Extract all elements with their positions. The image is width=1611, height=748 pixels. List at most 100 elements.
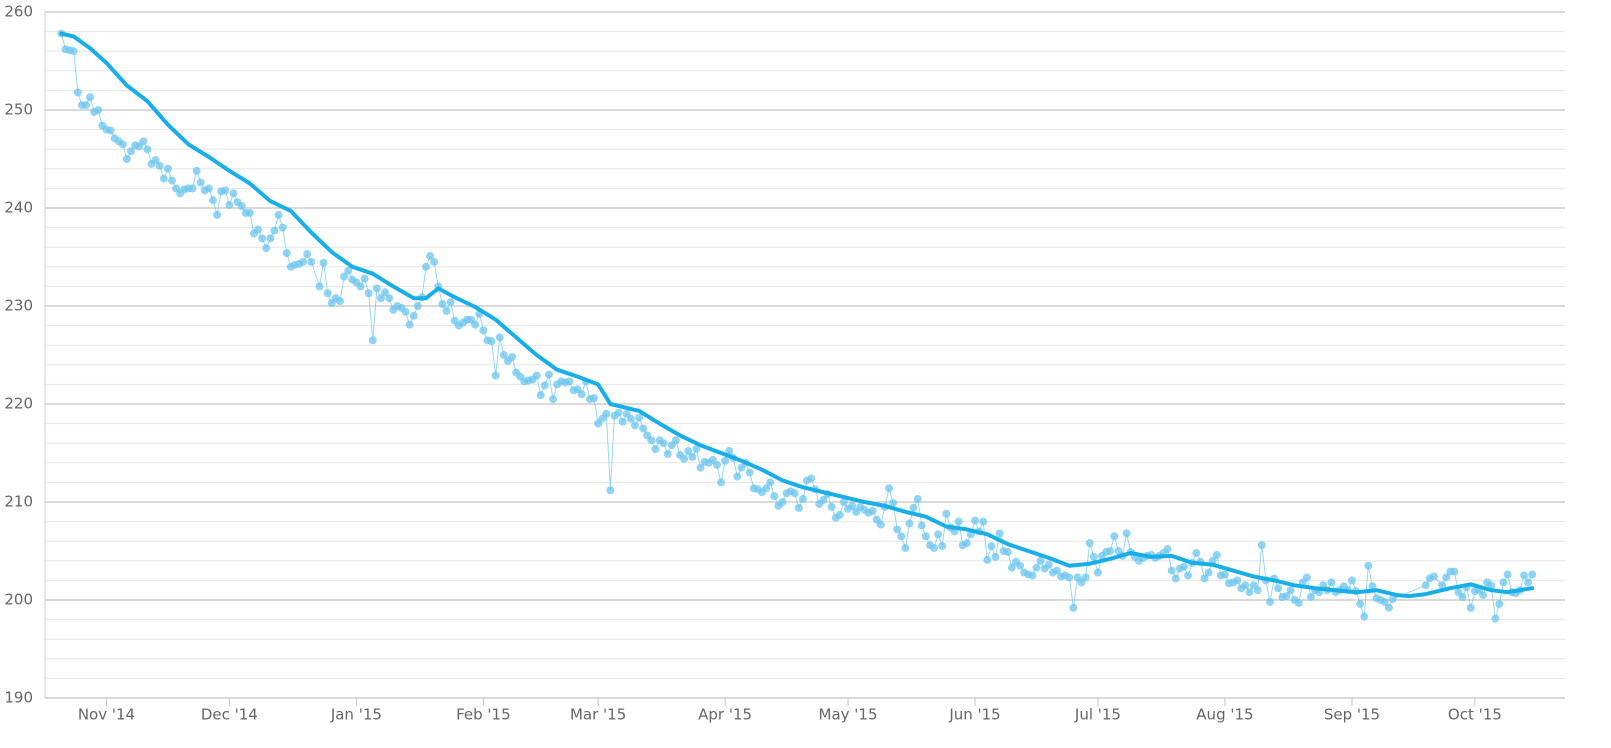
data-point (1245, 588, 1254, 597)
data-point (647, 436, 656, 445)
data-point (577, 390, 586, 399)
data-point (1003, 547, 1012, 556)
data-point (934, 530, 943, 539)
data-point (807, 474, 816, 483)
data-point (364, 289, 373, 298)
data-point (979, 517, 988, 526)
data-point (602, 409, 611, 418)
data-point (1089, 552, 1098, 561)
data-point (930, 544, 939, 553)
data-point (1007, 563, 1016, 572)
x-tick-label: Aug '15 (1196, 706, 1253, 724)
data-point (422, 262, 431, 271)
data-point (1356, 599, 1365, 608)
data-point (680, 454, 689, 463)
data-point (1503, 570, 1512, 579)
data-point (1257, 541, 1266, 550)
data-point (315, 282, 324, 291)
data-point (143, 145, 152, 154)
data-point (766, 478, 775, 487)
data-point (356, 282, 365, 291)
y-tick-label: 210 (4, 493, 33, 511)
data-point (1479, 591, 1488, 600)
data-point (192, 166, 201, 175)
data-point (540, 381, 549, 390)
data-point (544, 370, 553, 379)
x-tick-label: Feb '15 (456, 706, 511, 724)
x-tick-label: Jan '15 (330, 706, 382, 724)
data-point (630, 421, 639, 430)
data-point (491, 371, 500, 380)
data-point (1499, 578, 1508, 587)
data-point (229, 189, 238, 198)
data-point (532, 371, 541, 380)
data-point (618, 417, 627, 426)
data-point (1179, 562, 1188, 571)
data-point (1200, 574, 1209, 583)
data-point (508, 352, 517, 361)
data-point (499, 351, 508, 359)
data-point (1069, 603, 1078, 612)
data-point (794, 503, 803, 512)
data-point (442, 306, 451, 315)
x-tick-label: Sep '15 (1324, 706, 1380, 724)
data-point (663, 449, 672, 458)
data-point (151, 155, 160, 164)
data-point (1065, 573, 1074, 582)
data-point (127, 147, 136, 156)
data-point (835, 510, 844, 519)
data-point (479, 326, 488, 335)
data-point (696, 463, 705, 472)
data-point (590, 394, 599, 403)
data-point (819, 496, 828, 505)
data-point (565, 377, 574, 386)
data-point (106, 126, 115, 135)
data-point (266, 234, 275, 243)
data-point (1016, 561, 1025, 570)
data-point (745, 468, 754, 477)
data-point (790, 489, 799, 498)
data-point (1233, 576, 1242, 585)
data-point (262, 244, 271, 253)
data-point (770, 492, 779, 501)
data-point (1081, 573, 1090, 582)
data-point (405, 320, 414, 329)
data-point (921, 532, 930, 541)
data-point (1220, 570, 1229, 579)
trend-line (59, 31, 1535, 599)
data-point (86, 93, 95, 102)
data-point (487, 337, 496, 346)
x-tick-label: Jul '15 (1074, 706, 1121, 724)
y-tick-label: 240 (4, 199, 33, 217)
data-point (1093, 568, 1102, 577)
data-point (196, 178, 205, 187)
data-point (717, 478, 726, 487)
data-point (827, 502, 836, 511)
data-point (1044, 560, 1053, 569)
data-point (733, 472, 742, 481)
data-point (893, 525, 902, 534)
data-point (471, 320, 480, 329)
data-point (671, 436, 680, 445)
data-point (254, 225, 263, 234)
data-point (1495, 599, 1504, 608)
x-tick-label: Oct '15 (1448, 706, 1502, 724)
data-point (606, 486, 615, 495)
data-point (188, 184, 197, 193)
data-point (94, 106, 103, 114)
data-point (1122, 529, 1131, 538)
data-point (307, 257, 316, 266)
data-point (1212, 550, 1221, 559)
data-point (73, 88, 82, 97)
y-tick-label: 230 (4, 297, 33, 315)
data-point (1274, 584, 1283, 593)
data-point (204, 184, 213, 193)
data-point (721, 456, 730, 465)
data-point (1036, 556, 1045, 565)
x-tick-label: May '15 (819, 706, 878, 724)
data-point (258, 234, 267, 243)
data-point (1253, 586, 1262, 595)
data-point (917, 521, 926, 530)
data-point (901, 544, 910, 553)
